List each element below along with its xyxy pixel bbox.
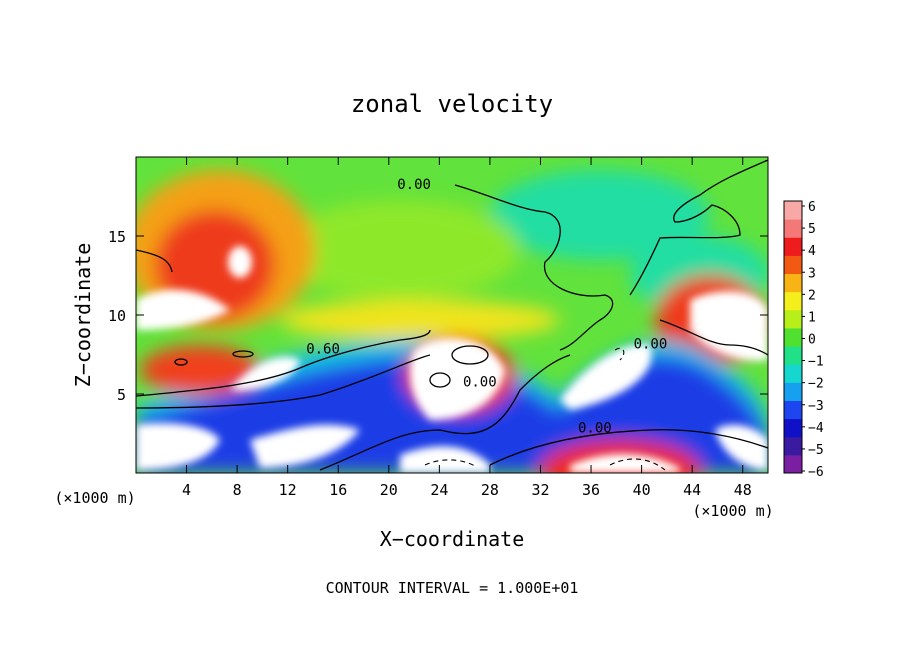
colorbar-label: −5: [808, 443, 824, 458]
colorbar-label: 5: [808, 222, 816, 237]
colorbar-swatch: [784, 255, 802, 275]
colorbar-swatch: [784, 201, 802, 220]
colorbar-frame: [783, 200, 803, 474]
chart-title: zonal velocity: [351, 90, 553, 118]
colorbar-label: −1: [808, 355, 824, 370]
colorbar-swatch: [784, 364, 802, 383]
colorbar-swatch: [784, 237, 802, 256]
x-tick-label: 44: [683, 481, 701, 499]
x-tick-label: 16: [329, 481, 347, 499]
colorbar-swatch: [784, 327, 802, 347]
contour-interval-note: CONTOUR INTERVAL = 1.000E+01: [326, 579, 579, 597]
x-tick-label: 20: [380, 481, 398, 499]
colorbar-swatch: [784, 273, 802, 293]
contour-label: 0.60: [306, 341, 340, 357]
y-tick-label: 5: [117, 386, 126, 404]
colorbar-swatch: [784, 436, 802, 456]
x-unit-label: (×1000 m): [692, 502, 773, 520]
x-axis-label: X−coordinate: [380, 527, 525, 551]
contour-labels: 0.00 0.60 0.00 0.00 0.00: [306, 177, 668, 436]
contour-label: 0.00: [578, 420, 612, 436]
contour-label: 0.00: [463, 375, 497, 391]
colorbar-swatch: [784, 291, 802, 311]
colorbar: 6 5 4 3 2 1 0 −1 −2 −3 −4 −5 −6: [783, 200, 824, 480]
colorbar-label: −3: [808, 399, 824, 414]
colorbar-swatch: [784, 418, 802, 438]
y-tick-label: 10: [108, 307, 126, 325]
colorbar-label: 3: [808, 266, 816, 281]
colorbar-swatch: [784, 382, 802, 401]
x-tick-label: 32: [531, 481, 549, 499]
x-tick-label: 8: [233, 481, 242, 499]
x-tick-label: 48: [734, 481, 752, 499]
colorbar-label: 1: [808, 310, 816, 325]
x-tick-label: 4: [182, 481, 191, 499]
colorbar-swatch: [784, 400, 802, 420]
colorbar-label: 0: [808, 333, 816, 348]
contour-label: 0.00: [634, 337, 668, 353]
colorbar-swatch: [784, 346, 802, 365]
colorbar-swatch: [784, 309, 802, 329]
x-tick-label: 40: [633, 481, 651, 499]
colorbar-label: 6: [808, 200, 816, 215]
colorbar-swatch: [784, 454, 802, 474]
colorbar-label: 2: [808, 288, 816, 303]
x-tick-label: 24: [430, 481, 448, 499]
z-unit-label: (×1000 m): [54, 489, 135, 507]
x-tick-label: 36: [582, 481, 600, 499]
y-tick-label: 15: [108, 228, 126, 246]
colorbar-swatch: [784, 219, 802, 238]
plot-area: [136, 157, 768, 473]
colorbar-label: 4: [808, 244, 816, 259]
y-axis-label: Z−coordinate: [71, 243, 95, 388]
y-axis: 5 10 15: [108, 228, 768, 404]
x-tick-label: 12: [279, 481, 297, 499]
colorbar-label: −2: [808, 377, 824, 392]
colorbar-label: −4: [808, 421, 824, 436]
contour-label: 0.00: [397, 177, 431, 193]
colorbar-label: −6: [808, 465, 824, 480]
x-tick-label: 28: [481, 481, 499, 499]
x-axis: 4 8 12 16 20 24 28 32 36 40 44 48: [182, 157, 752, 499]
